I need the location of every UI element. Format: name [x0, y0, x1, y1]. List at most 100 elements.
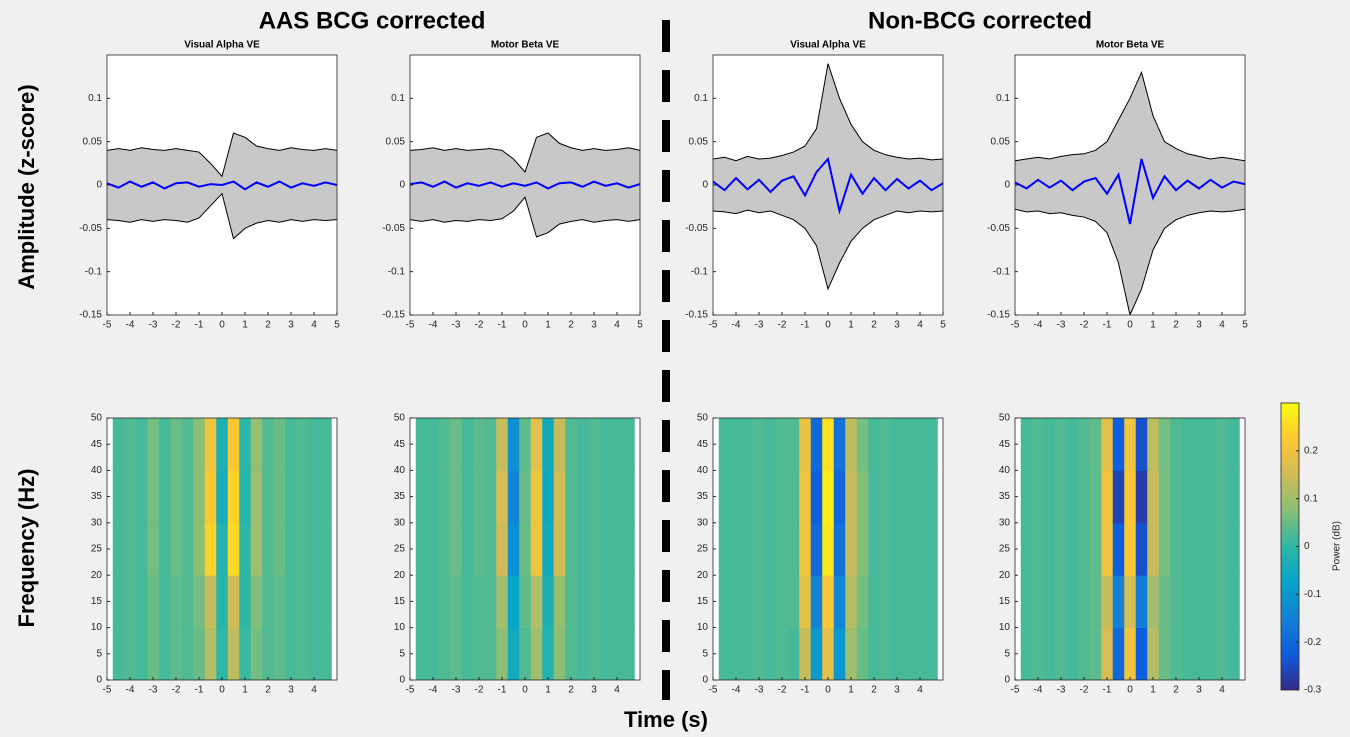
- heatmap-cell: [753, 418, 766, 471]
- heatmap-cell: [1147, 627, 1160, 680]
- y-tick-label: -0.05: [382, 223, 405, 234]
- x-tick-label: 0: [522, 320, 528, 331]
- y-tick-label: 0.05: [991, 136, 1011, 147]
- heatmap-cell: [1066, 418, 1079, 471]
- heatmap-cell: [415, 627, 428, 680]
- heatmap-cell: [1089, 522, 1102, 576]
- heatmap-cell: [822, 575, 835, 629]
- heatmap-cell: [1032, 470, 1045, 524]
- heatmap-cell: [776, 575, 789, 629]
- y-tick-label: 0: [702, 180, 708, 191]
- heatmap-cell: [1147, 418, 1160, 471]
- heatmap-cell: [438, 418, 451, 471]
- series-line: [1015, 158, 1245, 225]
- heatmap-cell: [622, 627, 635, 680]
- heatmap-cell: [588, 627, 601, 680]
- heatmap-cell: [1055, 522, 1068, 576]
- heatmap-cell: [776, 418, 789, 471]
- heatmap-cell: [519, 418, 532, 471]
- plot-content: [713, 63, 943, 291]
- heatmap-cell: [1043, 470, 1056, 524]
- heatmap-cell: [902, 575, 915, 629]
- y-tick-label: 30: [999, 517, 1011, 528]
- heatmap-cell: [216, 470, 229, 524]
- y-tick-label: 5: [96, 648, 102, 659]
- heatmap-cell: [764, 522, 777, 576]
- heatmap-cell: [845, 418, 858, 471]
- heatmap-cell: [319, 522, 332, 576]
- heatmap-cell: [833, 418, 846, 471]
- heatmap-cell: [530, 522, 543, 576]
- heatmap-cell: [273, 470, 286, 524]
- heatmap-cell: [1078, 418, 1091, 471]
- y-tick-label: -0.15: [987, 310, 1010, 321]
- x-tick-label: 3: [288, 320, 294, 331]
- x-tick-label: 3: [591, 685, 597, 696]
- heatmap-cell: [576, 470, 589, 524]
- heatmap-cell: [1204, 627, 1217, 680]
- heatmap-cell: [296, 470, 309, 524]
- heatmap-cell: [611, 627, 624, 680]
- x-tick-label: 4: [614, 320, 620, 331]
- x-tick-label: 1: [545, 685, 551, 696]
- x-tick-label: -4: [732, 685, 741, 696]
- y-tick-label: 0: [702, 675, 708, 686]
- heatmap-cell: [319, 470, 332, 524]
- heatmap-cell: [496, 470, 509, 524]
- colorbar-tick-label: -0.2: [1304, 637, 1322, 648]
- heatmap-cell: [787, 418, 800, 471]
- heatmap-cell: [599, 627, 612, 680]
- heatmap-cell: [1101, 522, 1114, 576]
- heatmap-cell: [741, 418, 754, 471]
- series-line: [410, 132, 640, 173]
- heatmap-cell: [181, 418, 194, 471]
- x-tick-label: -2: [1080, 685, 1089, 696]
- x-tick-label: 4: [614, 685, 620, 696]
- heatmap-cell: [1135, 470, 1148, 524]
- heatmap-cell: [308, 470, 321, 524]
- heatmap-cell: [764, 627, 777, 680]
- y-tick-label: 35: [91, 491, 103, 502]
- x-tick-label: 2: [871, 685, 877, 696]
- heatmap-cell: [1101, 627, 1114, 680]
- heatmap-cell: [319, 627, 332, 680]
- y-tick-label: 50: [999, 413, 1011, 424]
- heatmap-cell: [308, 418, 321, 471]
- heatmap-cell: [1170, 627, 1183, 680]
- heatmap-cell: [262, 522, 275, 576]
- heatmap-cell: [262, 575, 275, 629]
- heatmap-cell: [1216, 575, 1229, 629]
- heatmap-cell: [507, 575, 520, 629]
- x-tick-label: -5: [709, 685, 718, 696]
- heatmap-cell: [273, 418, 286, 471]
- heatmap-cell: [718, 418, 731, 471]
- heatmap-cell: [1020, 522, 1033, 576]
- heatmap-cell: [1089, 470, 1102, 524]
- heatmap-cell: [285, 470, 298, 524]
- x-tick-label: -2: [172, 685, 181, 696]
- heatmap-cell: [599, 470, 612, 524]
- heatmap-cell: [1101, 470, 1114, 524]
- y-tick-label: 10: [999, 622, 1011, 633]
- y-tick-label: 50: [91, 413, 103, 424]
- heatmap-cell: [553, 627, 566, 680]
- heatmap-cell: [799, 575, 812, 629]
- heatmap-cell: [833, 627, 846, 680]
- colorbar-label: Power (dB): [1332, 521, 1343, 571]
- series-line: [410, 180, 640, 190]
- heatmap-cell: [530, 470, 543, 524]
- x-tick-label: 4: [917, 685, 923, 696]
- heatmap-cell: [718, 627, 731, 680]
- heatmap-cell: [204, 522, 217, 576]
- y-tick-label: 5: [1004, 648, 1010, 659]
- heatmap-cell: [730, 470, 743, 524]
- heatmap-cell: [565, 418, 578, 471]
- heatmap-cell: [914, 627, 927, 680]
- heatmap-cell: [1204, 418, 1217, 471]
- heatmap-cell: [1078, 627, 1091, 680]
- heatmap-cell: [170, 470, 183, 524]
- heatmap-cell: [741, 575, 754, 629]
- heatmap-cell: [296, 522, 309, 576]
- heatmap-cell: [1112, 470, 1125, 524]
